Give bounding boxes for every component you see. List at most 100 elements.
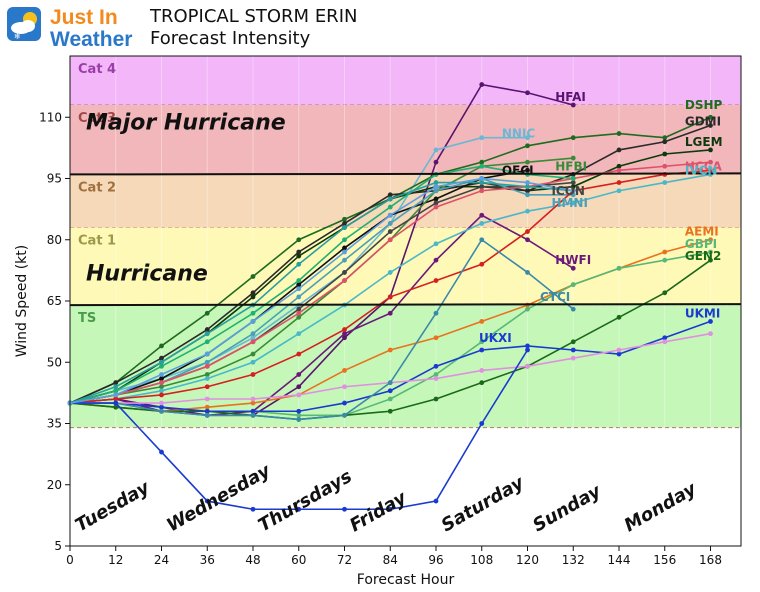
series-point	[479, 188, 485, 194]
series-point	[204, 404, 210, 410]
series-point	[525, 229, 530, 234]
series-point	[296, 253, 302, 259]
series-point	[616, 163, 622, 169]
series-point	[250, 372, 256, 377]
series-point	[479, 319, 485, 324]
series-point	[250, 331, 256, 337]
series-point	[204, 363, 210, 369]
series-label-dshp: DSHP	[685, 98, 723, 112]
series-point	[616, 347, 622, 353]
series-point	[250, 319, 256, 324]
series-point	[616, 188, 622, 194]
series-point	[708, 147, 713, 153]
series-point	[708, 331, 713, 337]
y-tick-label: 110	[39, 110, 62, 124]
y-tick-label: 35	[47, 417, 62, 431]
series-label-lgem: LGEM	[685, 135, 723, 149]
series-point	[204, 327, 210, 332]
series-point	[662, 290, 668, 296]
series-point	[250, 274, 256, 279]
logo-text-weather: Weather	[50, 28, 133, 51]
series-point	[204, 498, 210, 504]
series-point	[525, 343, 530, 349]
series-point	[570, 306, 576, 312]
series-point	[159, 372, 164, 377]
series-point	[525, 135, 530, 141]
series-point	[113, 388, 119, 394]
series-point	[113, 404, 119, 410]
series-point	[387, 221, 393, 226]
series-label-nnic: NNIC	[502, 127, 536, 141]
band-label: TS	[78, 311, 96, 326]
category-lines	[69, 172, 742, 307]
series-point	[296, 392, 302, 398]
series-point	[342, 368, 347, 373]
series-label-hmni: HMNI	[551, 196, 588, 210]
series-point	[433, 310, 439, 316]
band-labels: Cat 4 Cat 3 Cat 2 Cat 1 TS Major Hurricane Hur…	[78, 62, 286, 326]
series-point	[479, 184, 485, 190]
series-point	[159, 400, 164, 406]
day-label-friday: Friday	[346, 487, 411, 537]
series-point	[662, 135, 668, 141]
series-point	[204, 351, 210, 357]
series-point	[204, 408, 210, 414]
series-point	[662, 151, 668, 157]
series-point	[570, 355, 576, 361]
series-point	[387, 204, 393, 210]
series-point	[433, 376, 439, 381]
y-tick-label: 65	[47, 294, 62, 308]
series-point	[570, 282, 576, 288]
title-line-2: Forecast Intensity	[150, 28, 311, 49]
series-point	[113, 392, 119, 398]
series-point	[159, 392, 164, 398]
series-label-icon: ICON	[551, 184, 585, 198]
series-point	[250, 396, 256, 402]
series-point	[479, 82, 485, 87]
series-point	[570, 180, 576, 185]
series-point	[387, 237, 393, 243]
series-point	[342, 412, 347, 418]
series-point	[342, 506, 347, 512]
series-point	[570, 347, 576, 353]
series-point	[662, 257, 668, 263]
series-point	[296, 384, 302, 390]
series-point	[479, 380, 485, 386]
series-point	[387, 396, 393, 402]
x-tick-label: 60	[291, 553, 306, 567]
series-point	[250, 335, 256, 341]
series-point	[387, 192, 393, 198]
x-tick-label: 24	[154, 553, 169, 567]
series-point	[204, 372, 210, 377]
series-point	[387, 506, 393, 512]
series-point	[708, 167, 713, 173]
series-point	[479, 159, 485, 165]
series-point	[616, 314, 622, 320]
series-point	[387, 212, 393, 218]
series-point	[570, 192, 576, 198]
series-point	[387, 310, 393, 316]
day-label-tuesday: Tuesday	[72, 477, 155, 537]
x-tick-label: 72	[337, 553, 352, 567]
logo-text-just-in: Just In	[50, 6, 118, 29]
series-point	[433, 147, 439, 153]
series-point	[479, 135, 485, 141]
series-point	[433, 241, 439, 247]
band-label: Cat 1	[78, 234, 116, 249]
series-point	[479, 221, 485, 226]
series-point	[616, 147, 622, 153]
series-point	[296, 351, 302, 357]
series-point	[159, 376, 164, 381]
series-line-sea1	[69, 165, 574, 404]
series-point	[342, 270, 347, 275]
series-point	[387, 380, 393, 386]
series-line-blue2	[69, 177, 574, 404]
series-point	[387, 347, 393, 353]
series-point	[387, 229, 393, 234]
axes: 0 12 24 36 48 60 72 84 96 108 120 132 144 156 168 5 20 35…	[14, 55, 742, 588]
series-point	[296, 506, 302, 512]
series-point	[708, 237, 713, 243]
series-point	[296, 282, 302, 288]
series-point	[525, 347, 530, 353]
